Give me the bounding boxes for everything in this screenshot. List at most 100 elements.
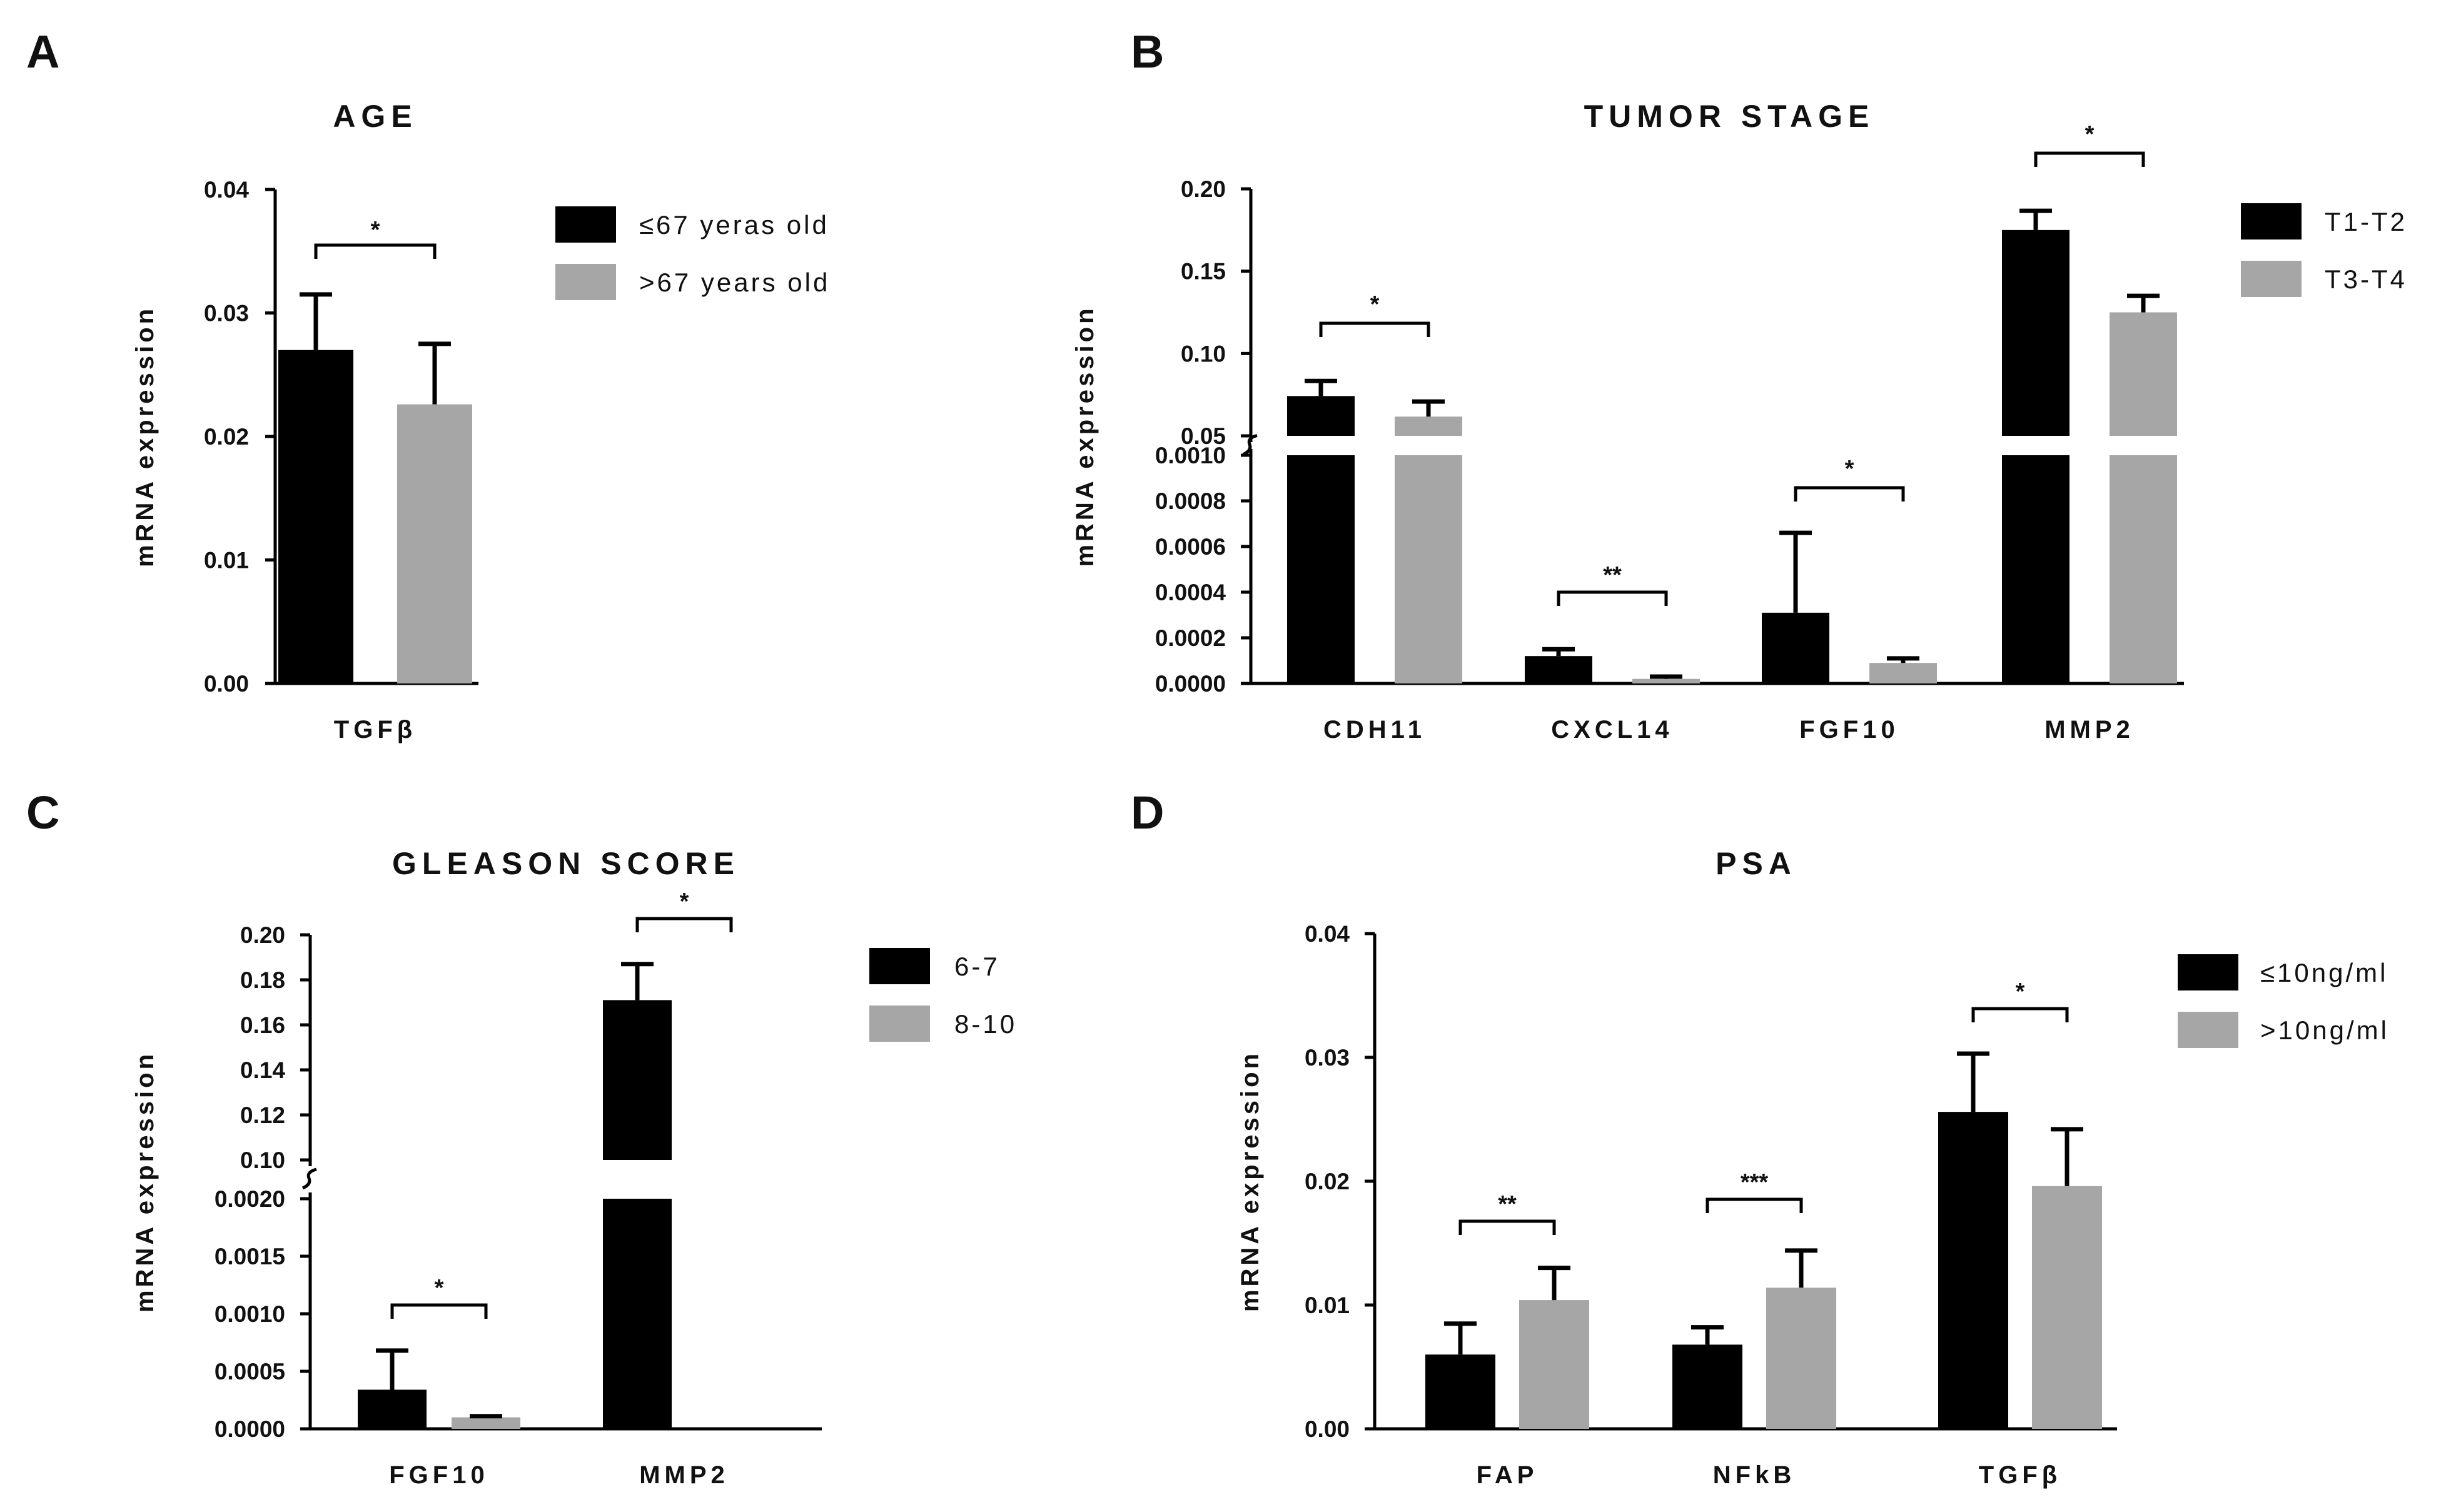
bar	[1762, 612, 1829, 683]
significance-label: ***	[1741, 1169, 1769, 1196]
bar	[1287, 455, 1355, 683]
significance-bracket	[1794, 486, 1905, 501]
bar	[1519, 1300, 1589, 1429]
bar	[1672, 1344, 1742, 1429]
legend-swatch	[2241, 261, 2302, 297]
y-tick-label: 0.01	[1305, 1293, 1350, 1318]
legend-swatch	[555, 264, 616, 300]
panel-a: A AGE 0.00 0.01 0.02 0.03 0.04 mRNA expression T…	[26, 26, 830, 743]
y-tick-label: 0.14	[240, 1057, 285, 1083]
y-tick-label: 0.03	[204, 301, 249, 326]
significance-label: *	[371, 217, 380, 243]
bar	[1632, 678, 1700, 683]
significance-bracket	[635, 917, 733, 932]
legend-swatch	[555, 206, 616, 243]
significance-bracket	[1706, 1197, 1803, 1213]
y-tick-label: 0.01	[204, 548, 249, 573]
y-tick-label: 0.00	[1305, 1416, 1350, 1442]
significance-label: *	[2085, 121, 2095, 148]
y-tick-label: 0.18	[240, 967, 285, 993]
legend-swatch	[869, 948, 930, 984]
significance-label: *	[680, 889, 689, 915]
significance-label: *	[435, 1275, 444, 1301]
bar	[2002, 455, 2069, 683]
y-tick-label: 0.00	[204, 671, 249, 697]
legend-swatch	[869, 1005, 930, 1042]
significance-label: **	[1498, 1191, 1517, 1217]
significance-bracket	[1319, 321, 1430, 337]
legend-label: 8-10	[954, 1009, 1017, 1039]
bar	[1766, 1288, 1836, 1429]
significance-bracket	[1557, 590, 1668, 606]
axis-break-mark	[301, 1167, 317, 1190]
bar	[2002, 229, 2069, 436]
y-axis-label: mRNA expression	[131, 306, 159, 567]
bar	[1425, 1354, 1495, 1429]
y-axis-label: mRNA expression	[1071, 305, 1099, 567]
significance-bracket	[1971, 1007, 2069, 1022]
x-tick-label: MMP2	[639, 1461, 729, 1489]
significance-label: *	[2016, 979, 2025, 1005]
chart-title: TUMOR STAGE	[1584, 99, 1875, 134]
x-tick-label: CXCL14	[1551, 716, 1673, 743]
panel-c: C GLEASON SCORE 0.0000 0.0005 0.0010 0.0015 0.…	[26, 787, 1017, 1489]
y-tick-label: 0.20	[1181, 176, 1226, 202]
y-tick-label: 0.0004	[1155, 580, 1226, 605]
panel-d: D PSA 0.00 0.01 0.02 0.03 0.04 mRNA expression F…	[1131, 787, 2389, 1489]
legend-label: >67 years old	[639, 268, 830, 297]
chart-title: PSA	[1716, 846, 1797, 881]
chart-title: GLEASON SCORE	[392, 846, 740, 881]
y-tick-label: 0.02	[1305, 1169, 1350, 1194]
y-tick-label: 0.0005	[215, 1359, 285, 1384]
y-tick-label: 0.16	[240, 1012, 285, 1038]
y-tick-label: 0.20	[240, 922, 285, 948]
bar	[278, 350, 353, 683]
bar	[1287, 396, 1355, 436]
x-tick-label: CDH11	[1323, 716, 1426, 743]
panel-letter: B	[1131, 26, 1164, 78]
bar	[603, 1000, 672, 1160]
y-tick-label: 0.0015	[215, 1244, 285, 1269]
y-axis-label: mRNA expression	[131, 1051, 159, 1313]
x-tick-label: FGF10	[1799, 716, 1899, 743]
legend-label: T1-T2	[2325, 207, 2407, 236]
bar	[2032, 1186, 2102, 1429]
y-tick-label: 0.0020	[215, 1186, 285, 1212]
legend-swatch	[2241, 203, 2302, 239]
x-tick-label: FGF10	[389, 1461, 488, 1489]
significance-bracket	[2034, 151, 2145, 167]
legend-swatch	[2178, 1012, 2238, 1048]
axis-break-mark	[1242, 434, 1258, 456]
significance-label: *	[1370, 291, 1380, 318]
legend-label: >10ng/ml	[2260, 1016, 2389, 1045]
panel-letter: D	[1131, 787, 1164, 839]
legend-label: ≤10ng/ml	[2260, 958, 2388, 987]
panel-b: B TUMOR STAGE 0.0000 0.0002 0.0004 0.0006 0.00…	[1071, 26, 2407, 743]
bar	[452, 1417, 520, 1429]
significance-bracket	[390, 1303, 488, 1319]
panel-letter: C	[26, 787, 59, 839]
y-tick-label: 0.0000	[1155, 671, 1226, 697]
significance-bracket	[1458, 1219, 1556, 1235]
x-tick-label: TGFβ	[1979, 1461, 2061, 1489]
x-tick-label: TGFβ	[334, 716, 417, 743]
legend-label: T3-T4	[2325, 265, 2407, 294]
chart-title: AGE	[333, 99, 417, 134]
y-tick-label: 0.04	[1305, 921, 1350, 947]
significance-bracket	[314, 243, 437, 259]
bar	[603, 1199, 672, 1429]
bar	[2110, 312, 2177, 436]
x-tick-label: MMP2	[2044, 716, 2135, 743]
y-tick-label: 0.0002	[1155, 625, 1226, 651]
y-tick-label: 0.03	[1305, 1045, 1350, 1071]
bar	[1395, 455, 1462, 683]
bar	[1525, 656, 1592, 683]
y-tick-label: 0.04	[204, 177, 249, 203]
y-tick-label: 0.0006	[1155, 534, 1226, 560]
y-tick-label: 0.10	[1181, 341, 1226, 366]
y-tick-label: 0.0010	[215, 1301, 285, 1327]
bar	[397, 404, 472, 683]
y-tick-label: 0.15	[1181, 259, 1226, 285]
legend-swatch	[2178, 954, 2238, 990]
